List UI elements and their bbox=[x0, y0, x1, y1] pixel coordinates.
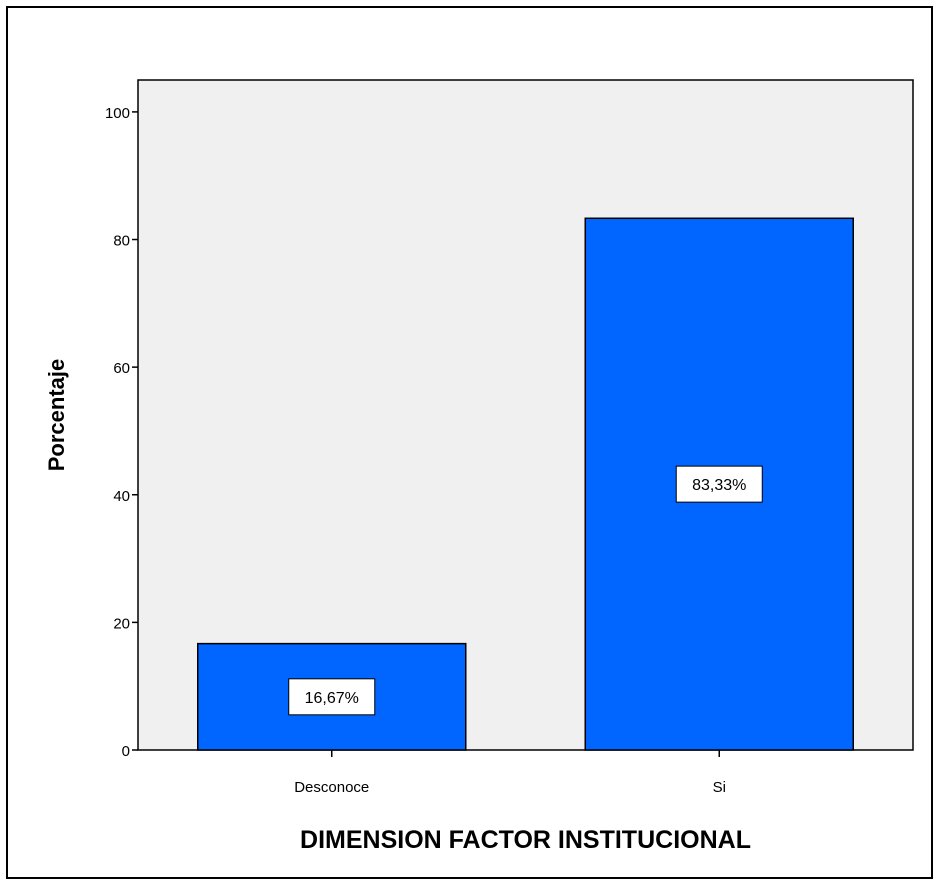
x-axis-title: DIMENSION FACTOR INSTITUCIONAL bbox=[300, 826, 751, 854]
y-tick-label: 60 bbox=[113, 360, 130, 377]
bars: 16,67% 83,33% bbox=[197, 217, 854, 751]
y-axis: 0 20 40 60 80 100 bbox=[105, 105, 138, 760]
y-axis-title: Porcentaje bbox=[44, 359, 69, 472]
y-tick-label: 20 bbox=[113, 615, 130, 632]
data-label: 16,67% bbox=[305, 690, 359, 707]
x-category-label: Desconoce bbox=[294, 779, 369, 796]
x-category-label: Si bbox=[713, 779, 726, 796]
y-tick-label: 100 bbox=[105, 105, 130, 122]
data-label-box bbox=[288, 678, 376, 716]
y-tick-label: 40 bbox=[113, 488, 130, 505]
data-label-box bbox=[675, 465, 763, 503]
x-axis: Desconoce Si bbox=[294, 750, 726, 796]
data-label: 83,33% bbox=[692, 477, 746, 494]
y-tick-label: 80 bbox=[113, 233, 130, 250]
y-tick-label: 0 bbox=[122, 743, 130, 760]
